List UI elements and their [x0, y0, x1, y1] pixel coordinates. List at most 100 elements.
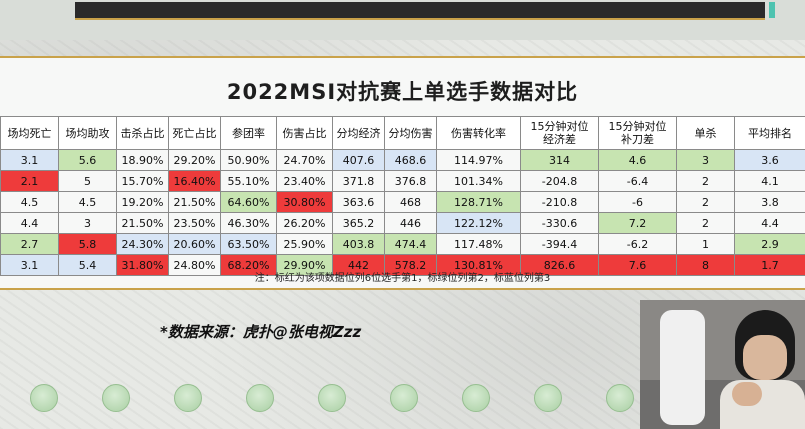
table-cell: 2 [676, 212, 735, 234]
page-title: 2022MSI对抗赛上单选手数据对比 [226, 80, 579, 104]
decorative-dot [462, 384, 490, 412]
table-cell: 24.70% [276, 149, 333, 171]
table-cell: 63.50% [220, 233, 277, 255]
table-cell: 3.6 [734, 149, 805, 171]
table-cell: 21.50% [168, 191, 221, 213]
column-header: 参团率 [220, 116, 277, 150]
table-cell: 376.8 [384, 170, 437, 192]
data-source-caption: *数据来源：虎扑@张电视Zzz [160, 323, 362, 341]
table-cell: 114.97% [436, 149, 521, 171]
table-row: 2.7 5.8 24.30% 20.60% 63.50% 25.90% 403.8 474.4… [0, 233, 805, 255]
decorative-dot [30, 384, 58, 412]
dark-header-strip [75, 2, 765, 18]
decorative-dots-row [0, 384, 640, 414]
decorative-dot [606, 384, 634, 412]
table-cell: 468 [384, 191, 437, 213]
webcam-chair [660, 310, 705, 425]
table-cell: 363.6 [332, 191, 385, 213]
top-decoration-bar [0, 0, 805, 40]
table-cell: 21.50% [116, 212, 169, 234]
table-cell: -204.8 [520, 170, 599, 192]
table-cell: 3.1 [0, 254, 59, 276]
table-cell: 468.6 [384, 149, 437, 171]
table-cell: 25.90% [276, 233, 333, 255]
table-cell: 4.4 [734, 212, 805, 234]
column-header: 15分钟对位 经济差 [520, 116, 599, 150]
table-cell: 23.40% [276, 170, 333, 192]
table-cell: 578.2 [384, 254, 437, 276]
column-header: 场均死亡 [0, 116, 59, 150]
table-cell: 130.81% [436, 254, 521, 276]
table-cell: 4.5 [0, 191, 59, 213]
table-cell: 474.4 [384, 233, 437, 255]
table-cell: 7.6 [598, 254, 677, 276]
legend-note: 注：标红为该项数据位列6位选手第1，标绿位列第2，标蓝位列第3 [254, 273, 551, 284]
column-header: 伤害占比 [276, 116, 333, 150]
table-cell: 371.8 [332, 170, 385, 192]
table-cell: 64.60% [220, 191, 277, 213]
table-cell: 16.40% [168, 170, 221, 192]
table-cell: -210.8 [520, 191, 599, 213]
table-cell: 2 [676, 170, 735, 192]
table-cell: 5.8 [58, 233, 117, 255]
streamer-webcam [640, 300, 805, 429]
table-cell: 117.48% [436, 233, 521, 255]
decorative-dot [318, 384, 346, 412]
webcam-person-face [743, 335, 787, 380]
decorative-dot [390, 384, 418, 412]
table-cell: 365.2 [332, 212, 385, 234]
table-cell: 4.5 [58, 191, 117, 213]
table-cell: 3.1 [0, 149, 59, 171]
table-cell: 5 [58, 170, 117, 192]
table-cell: 29.90% [276, 254, 333, 276]
column-header: 单杀 [676, 116, 735, 150]
table-cell: 2 [676, 191, 735, 213]
column-header: 分均伤害 [384, 116, 437, 150]
table-cell: 3 [58, 212, 117, 234]
table-cell: 442 [332, 254, 385, 276]
table-cell: 31.80% [116, 254, 169, 276]
table-cell: 26.20% [276, 212, 333, 234]
table-cell: -6.4 [598, 170, 677, 192]
column-header: 击杀占比 [116, 116, 169, 150]
teal-accent-mark [769, 2, 775, 18]
table-row: 2.1 5 15.70% 16.40% 55.10% 23.40% 371.8 376.8 10… [0, 170, 805, 192]
table-cell: 3 [676, 149, 735, 171]
decorative-dot [174, 384, 202, 412]
table-cell: 3.8 [734, 191, 805, 213]
table-cell: 407.6 [332, 149, 385, 171]
table-cell: 50.90% [220, 149, 277, 171]
stats-table: 场均死亡 场均助攻 击杀占比 死亡占比 参团率 伤害占比 分均经济 分均伤害 伤害转化率 15分钟… [0, 116, 805, 276]
table-cell: 2.1 [0, 170, 59, 192]
table-cell: 18.90% [116, 149, 169, 171]
table-cell: 20.60% [168, 233, 221, 255]
table-cell: -6 [598, 191, 677, 213]
table-cell: 128.71% [436, 191, 521, 213]
table-cell: 122.12% [436, 212, 521, 234]
decorative-dot [246, 384, 274, 412]
table-cell: 826.6 [520, 254, 599, 276]
table-cell: 314 [520, 149, 599, 171]
column-header: 分均经济 [332, 116, 385, 150]
table-cell: 4.4 [0, 212, 59, 234]
webcam-person-hand [732, 382, 762, 406]
table-cell: 55.10% [220, 170, 277, 192]
table-body: 3.1 5.6 18.90% 29.20% 50.90% 24.70% 407.6 468.6… [0, 149, 805, 276]
table-cell: -330.6 [520, 212, 599, 234]
table-cell: 24.80% [168, 254, 221, 276]
table-cell: 8 [676, 254, 735, 276]
table-cell: 2.9 [734, 233, 805, 255]
table-cell: 5.4 [58, 254, 117, 276]
table-cell: 4.1 [734, 170, 805, 192]
column-header: 平均排名 [734, 116, 805, 150]
table-header-row: 场均死亡 场均助攻 击杀占比 死亡占比 参团率 伤害占比 分均经济 分均伤害 伤害转化率 15分钟… [0, 116, 805, 150]
column-header: 死亡占比 [168, 116, 221, 150]
table-cell: -6.2 [598, 233, 677, 255]
table-row: 3.1 5.4 31.80% 24.80% 68.20% 29.90% 442 578.2 13… [0, 254, 805, 276]
table-cell: 4.6 [598, 149, 677, 171]
table-cell: 403.8 [332, 233, 385, 255]
decorative-dot [534, 384, 562, 412]
table-cell: -394.4 [520, 233, 599, 255]
stats-panel: 2022MSI对抗赛上单选手数据对比 场均死亡 场均助攻 击杀占比 死亡占比 参团率 伤害… [0, 56, 805, 290]
table-cell: 24.30% [116, 233, 169, 255]
